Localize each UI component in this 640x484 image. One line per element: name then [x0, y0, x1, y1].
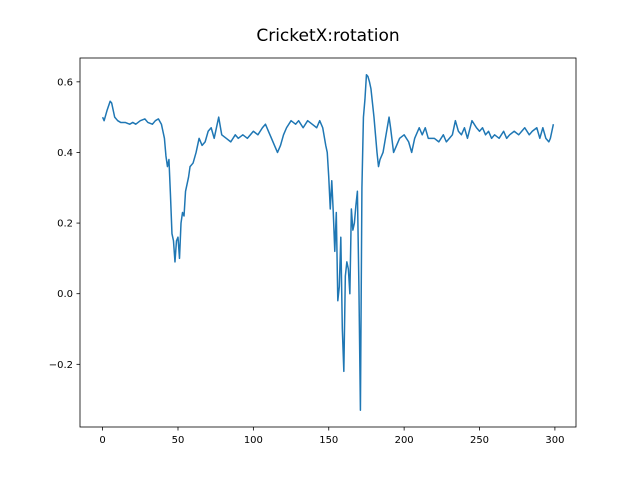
y-tick-label: 0.4: [57, 148, 73, 159]
x-tick-label: 200: [395, 435, 414, 446]
y-tick-label: 0.6: [57, 77, 73, 88]
y-tick-label: −0.2: [49, 360, 73, 371]
plot-frame: [79, 57, 577, 428]
x-tick-label: 250: [470, 435, 489, 446]
line-series: [101, 74, 555, 411]
x-tick-label: 50: [172, 435, 185, 446]
x-tick-label: 150: [319, 435, 338, 446]
x-tick-label: 300: [545, 435, 564, 446]
x-tick-label: 100: [244, 435, 263, 446]
y-tick-label: 0.2: [57, 219, 73, 230]
x-tick-label: 0: [99, 435, 105, 446]
chart-title: CricketX:rotation: [256, 26, 399, 46]
y-tick-label: 0.0: [57, 289, 73, 300]
